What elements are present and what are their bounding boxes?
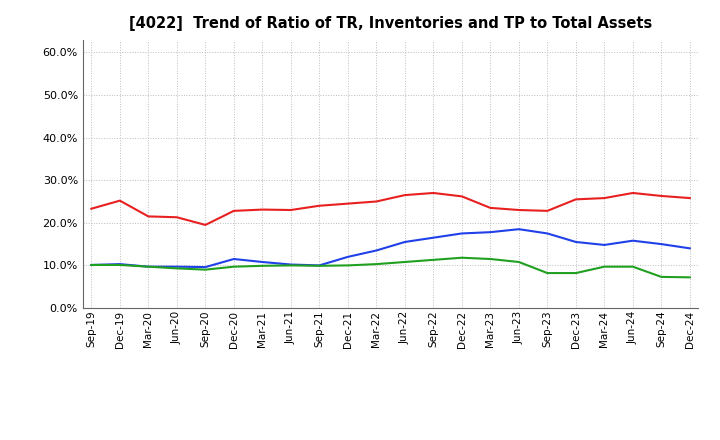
Line: Inventories: Inventories xyxy=(91,229,690,267)
Trade Payables xyxy=(115,262,124,268)
Trade Payables xyxy=(515,259,523,264)
Trade Payables xyxy=(372,261,381,267)
Trade Payables xyxy=(543,271,552,276)
Inventories xyxy=(685,246,694,251)
Trade Receivables xyxy=(400,192,409,198)
Inventories xyxy=(429,235,438,240)
Trade Payables xyxy=(343,263,352,268)
Inventories xyxy=(201,264,210,270)
Trade Payables xyxy=(230,264,238,269)
Trade Payables xyxy=(315,263,324,268)
Trade Receivables xyxy=(629,191,637,196)
Trade Receivables xyxy=(657,193,666,198)
Trade Receivables xyxy=(115,198,124,203)
Trade Receivables xyxy=(372,199,381,204)
Trade Receivables xyxy=(144,214,153,219)
Inventories xyxy=(629,238,637,243)
Trade Payables xyxy=(600,264,608,269)
Inventories xyxy=(515,227,523,232)
Inventories xyxy=(543,231,552,236)
Trade Receivables xyxy=(457,194,466,199)
Trade Receivables xyxy=(429,191,438,196)
Trade Receivables xyxy=(572,197,580,202)
Inventories xyxy=(400,239,409,245)
Trade Receivables xyxy=(287,207,295,213)
Trade Payables xyxy=(287,263,295,268)
Inventories xyxy=(572,239,580,245)
Inventories xyxy=(372,248,381,253)
Inventories xyxy=(258,259,266,264)
Inventories xyxy=(457,231,466,236)
Line: Trade Receivables: Trade Receivables xyxy=(91,193,690,225)
Trade Receivables xyxy=(230,208,238,213)
Trade Payables xyxy=(685,275,694,280)
Trade Payables xyxy=(201,267,210,272)
Trade Payables xyxy=(572,271,580,276)
Title: [4022]  Trend of Ratio of TR, Inventories and TP to Total Assets: [4022] Trend of Ratio of TR, Inventories… xyxy=(129,16,652,32)
Trade Payables xyxy=(173,266,181,271)
Inventories xyxy=(87,262,96,268)
Inventories xyxy=(486,230,495,235)
Inventories xyxy=(600,242,608,248)
Trade Payables xyxy=(457,255,466,260)
Trade Receivables xyxy=(343,201,352,206)
Inventories xyxy=(657,242,666,247)
Trade Payables xyxy=(429,257,438,263)
Trade Receivables xyxy=(258,207,266,212)
Trade Receivables xyxy=(173,215,181,220)
Inventories xyxy=(115,261,124,267)
Inventories xyxy=(287,262,295,267)
Trade Payables xyxy=(400,259,409,264)
Trade Receivables xyxy=(685,195,694,201)
Trade Payables xyxy=(486,257,495,262)
Trade Payables xyxy=(629,264,637,269)
Trade Payables xyxy=(87,262,96,268)
Inventories xyxy=(343,254,352,260)
Trade Receivables xyxy=(315,203,324,209)
Inventories xyxy=(230,257,238,262)
Trade Payables xyxy=(258,263,266,268)
Trade Receivables xyxy=(486,205,495,210)
Trade Payables xyxy=(657,274,666,279)
Trade Receivables xyxy=(600,195,608,201)
Trade Receivables xyxy=(515,207,523,213)
Trade Receivables xyxy=(201,222,210,227)
Trade Receivables xyxy=(87,206,96,211)
Line: Trade Payables: Trade Payables xyxy=(91,258,690,277)
Trade Receivables xyxy=(543,208,552,213)
Trade Payables xyxy=(144,264,153,269)
Inventories xyxy=(144,264,153,269)
Inventories xyxy=(315,263,324,268)
Inventories xyxy=(173,264,181,269)
